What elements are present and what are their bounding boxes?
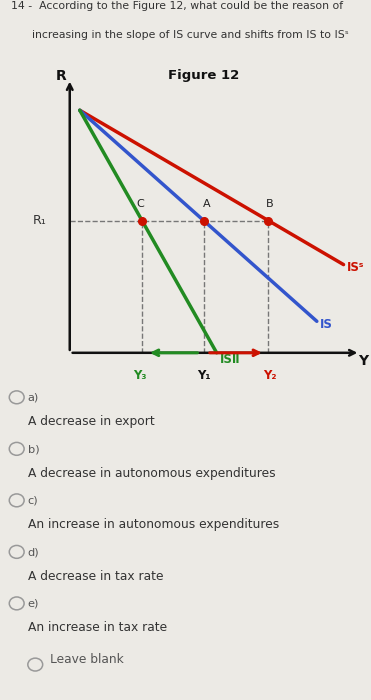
- Text: increasing in the slope of IS curve and shifts from IS to ISˢ: increasing in the slope of IS curve and …: [11, 29, 349, 40]
- Text: Y: Y: [358, 354, 369, 368]
- Text: e): e): [28, 598, 39, 608]
- Text: Figure 12: Figure 12: [168, 69, 239, 83]
- Text: A decrease in autonomous expenditures: A decrease in autonomous expenditures: [28, 466, 275, 480]
- Text: ISⅡ: ISⅡ: [220, 353, 241, 365]
- Text: IS: IS: [320, 318, 333, 331]
- Text: An increase in autonomous expenditures: An increase in autonomous expenditures: [28, 518, 279, 531]
- Text: Y₃: Y₃: [134, 368, 147, 382]
- Text: Y₂: Y₂: [263, 368, 277, 382]
- Text: B: B: [266, 199, 274, 209]
- Text: A decrease in tax rate: A decrease in tax rate: [28, 570, 163, 582]
- Text: A: A: [203, 199, 211, 209]
- Text: b): b): [28, 444, 39, 454]
- Text: Leave blank: Leave blank: [50, 653, 124, 666]
- Text: C: C: [137, 199, 144, 209]
- Text: c): c): [28, 496, 39, 505]
- Text: d): d): [28, 547, 39, 557]
- Text: ISˢ: ISˢ: [347, 261, 364, 274]
- Text: R₁: R₁: [33, 214, 47, 227]
- Text: Y₁: Y₁: [197, 368, 210, 382]
- Text: a): a): [28, 393, 39, 402]
- Text: An increase in tax rate: An increase in tax rate: [28, 621, 167, 634]
- Text: R: R: [56, 69, 67, 83]
- Text: A decrease in export: A decrease in export: [28, 415, 155, 428]
- Text: 14 -  According to the Figure 12, what could be the reason of: 14 - According to the Figure 12, what co…: [11, 1, 343, 11]
